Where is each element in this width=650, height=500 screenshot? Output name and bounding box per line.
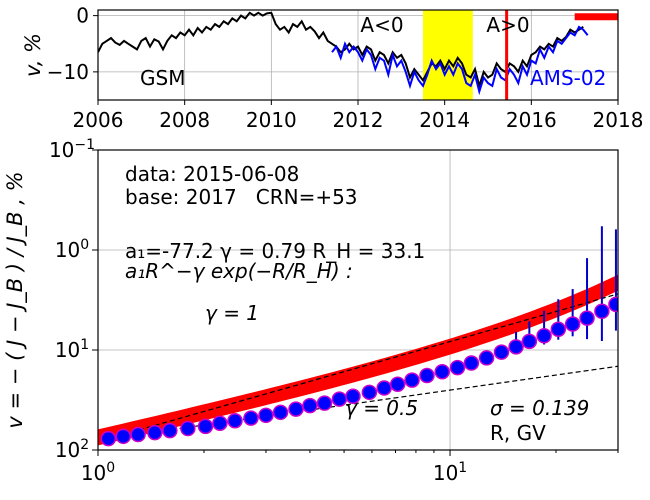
annotation-sigma: σ = 0.139 (490, 396, 589, 420)
top-panel: 2006 2008 2010 2012 2014 2016 2018 0 −10 A<0 A>… (21, 4, 643, 132)
data-point (162, 422, 178, 439)
annotation-base: base: 2017 CRN=+53 (125, 185, 358, 209)
data-point (147, 424, 163, 441)
annotation-fit-formula: a₁R^−γ exp(−R/R_H) : (125, 259, 353, 283)
annotation-fit-params: a₁=-77.2 γ = 0.79 R_H = 33.1 (125, 239, 425, 263)
annotation-gamma-1: γ = 1 (205, 301, 259, 325)
reference-lines (108, 293, 618, 440)
data-point (463, 355, 480, 371)
data-point (197, 418, 214, 435)
data-point (288, 401, 304, 417)
data-point (478, 350, 495, 366)
bottom-y-ticks: 10−1 100 101 102 (49, 137, 98, 462)
data-point (258, 407, 274, 424)
data-point (550, 321, 567, 337)
top-x-tick-label: 2010 (246, 108, 297, 132)
data-point (389, 376, 406, 392)
data-point (449, 359, 466, 376)
data-point (508, 339, 524, 355)
bottom-y-tick-label: 101 (55, 337, 89, 362)
data-point (130, 426, 146, 443)
data-point (521, 333, 538, 350)
data-point (345, 388, 361, 404)
data-point (594, 303, 610, 320)
bottom-x-axis-label: R, GV (490, 421, 546, 445)
data-point (361, 384, 378, 401)
top-annotation-gsm: GSM (140, 66, 185, 90)
bottom-y-axis-label: v = − ( J − J_B ) / J_B , % (3, 171, 28, 428)
yellow-highlight-band (423, 10, 473, 100)
top-x-tick-label: 2018 (593, 108, 644, 132)
data-point (404, 372, 420, 388)
bottom-axes-frame (97, 149, 619, 451)
data-point (376, 380, 392, 396)
top-y-axis-label: v, % (21, 33, 45, 77)
annotation-data-date: data: 2015-06-08 (125, 162, 299, 186)
top-x-tick-label: 2006 (73, 108, 124, 132)
top-series-lines (98, 11, 589, 96)
data-point (564, 316, 581, 332)
data-point (115, 428, 132, 445)
data-point (536, 327, 552, 344)
top-y-tick-label: 0 (76, 4, 89, 28)
top-x-tick-label: 2012 (333, 108, 384, 132)
data-point (493, 344, 510, 360)
series-line-gsm (98, 11, 584, 90)
data-point (434, 363, 450, 380)
top-annotation-ams: AMS-02 (530, 66, 606, 90)
bottom-panel: 100 101 10−1 100 101 102 data: 2015-06-08 ba… (3, 137, 619, 485)
data-point (180, 420, 196, 437)
data-point (302, 397, 318, 414)
top-y-ticks: 0 −10 (47, 4, 98, 84)
data-point (212, 415, 228, 431)
top-x-tick-label: 2008 (159, 108, 210, 132)
data-point (419, 367, 435, 384)
bottom-y-tick-label: 10−1 (49, 137, 95, 162)
top-x-tick-label: 2014 (419, 108, 470, 132)
reference-line (108, 365, 618, 440)
bottom-x-tick-label: 100 (81, 460, 115, 485)
bottom-y-tick-label: 100 (55, 237, 89, 262)
top-x-ticks: 2006 2008 2010 2012 2014 2016 2018 (73, 100, 644, 132)
data-point (272, 404, 289, 421)
bottom-x-ticks: 100 101 (81, 450, 619, 485)
data-point (100, 430, 117, 447)
series-line-ams-02 (331, 25, 589, 96)
annotation-gamma-05: γ = 0.5 (345, 396, 418, 420)
red-fit-band (98, 274, 618, 446)
data-point (316, 395, 333, 411)
data-point (227, 413, 243, 429)
top-annotation-a-pos: A>0 (486, 13, 529, 37)
reference-line (108, 293, 618, 440)
top-y-tick-label: −10 (47, 60, 89, 84)
bottom-x-tick-label: 101 (433, 460, 467, 485)
data-point (243, 410, 259, 426)
data-point (579, 310, 595, 326)
data-point (608, 296, 618, 313)
top-annotation-a-neg: A<0 (360, 13, 403, 37)
bottom-y-tick-label: 102 (55, 437, 89, 462)
top-x-tick-label: 2016 (506, 108, 557, 132)
data-points (100, 296, 618, 447)
